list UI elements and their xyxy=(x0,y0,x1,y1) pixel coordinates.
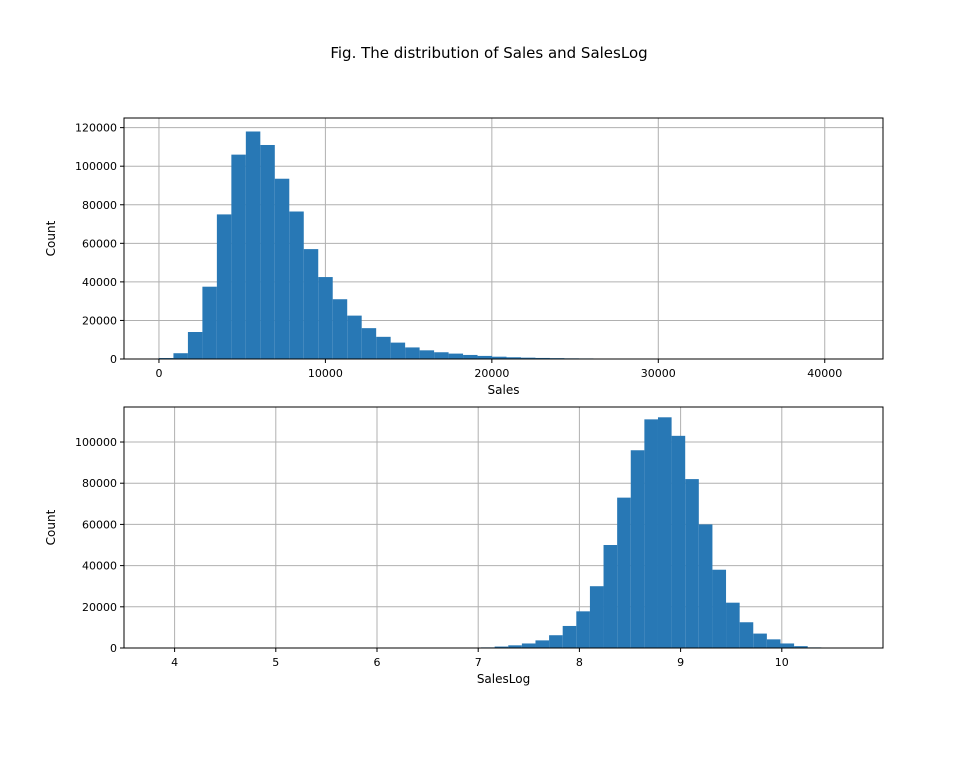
saleslog-bar xyxy=(535,640,550,648)
saleslog-bar xyxy=(562,625,577,648)
saleslog-y-tick-label: 40000 xyxy=(82,560,117,573)
sales-bar xyxy=(520,357,536,359)
sales-bar xyxy=(245,131,261,359)
sales-histogram: 0 10000 20000 30000 40000 0 20000 40000 60000 80… xyxy=(44,117,884,397)
sales-x-tick-label: 40000 xyxy=(807,367,842,380)
saleslog-bar xyxy=(549,635,563,648)
saleslog-histogram: 4 5 6 7 8 9 10 0 20000 40000 60000 80000 100000 Sal… xyxy=(44,406,884,686)
sales-bar xyxy=(260,144,275,359)
saleslog-bar xyxy=(698,524,713,648)
sales-y-ticks: 0 20000 40000 60000 80000 100000 120000 xyxy=(75,122,124,366)
sales-y-axis-label: Count xyxy=(44,220,58,256)
sales-x-tick-label: 30000 xyxy=(641,367,676,380)
sales-axes-frame xyxy=(123,117,884,360)
saleslog-bar xyxy=(753,633,767,648)
sales-bar xyxy=(405,347,420,359)
saleslog-bar xyxy=(494,646,509,648)
saleslog-x-tick-label: 6 xyxy=(374,656,381,669)
sales-x-tick-label: 20000 xyxy=(474,367,509,380)
figure-title: Fig. The distribution of Sales and Sales… xyxy=(330,44,648,62)
saleslog-bar xyxy=(726,602,740,648)
saleslog-y-ticks: 0 20000 40000 60000 80000 100000 xyxy=(75,436,124,655)
saleslog-y-tick-label: 100000 xyxy=(75,436,117,449)
saleslog-bar xyxy=(603,545,618,648)
sales-y-tick-label: 0 xyxy=(110,353,117,366)
saleslog-bar xyxy=(589,586,604,648)
saleslog-bar xyxy=(630,450,645,648)
sales-bars xyxy=(158,131,637,360)
sales-bar xyxy=(390,342,406,359)
sales-bar xyxy=(361,328,377,359)
sales-x-tick-label: 0 xyxy=(155,367,162,380)
sales-bar xyxy=(173,353,188,359)
saleslog-bar xyxy=(685,479,699,648)
sales-bar xyxy=(347,315,362,359)
sales-y-tick-label: 120000 xyxy=(75,122,117,135)
sales-bar xyxy=(289,211,304,359)
saleslog-x-tick-label: 4 xyxy=(171,656,178,669)
saleslog-bar xyxy=(521,643,536,648)
saleslog-bar xyxy=(739,622,754,648)
saleslog-bar xyxy=(671,435,686,648)
saleslog-x-tick-label: 5 xyxy=(272,656,279,669)
saleslog-bar xyxy=(780,643,795,648)
sales-bar xyxy=(231,154,246,359)
sales-bar xyxy=(202,286,217,359)
sales-bar xyxy=(274,178,290,359)
sales-bar xyxy=(448,353,464,359)
saleslog-y-tick-label: 60000 xyxy=(82,518,117,531)
sales-y-tick-label: 80000 xyxy=(82,199,117,212)
saleslog-bar xyxy=(794,646,808,648)
saleslog-bar xyxy=(617,497,631,648)
sales-bar xyxy=(463,354,478,359)
sales-bar xyxy=(477,355,493,359)
saleslog-bar xyxy=(657,417,672,648)
sales-bar xyxy=(187,332,203,359)
saleslog-y-tick-label: 0 xyxy=(110,642,117,655)
saleslog-axes-frame xyxy=(123,406,884,649)
sales-bar xyxy=(216,214,232,359)
sales-y-tick-label: 20000 xyxy=(82,314,117,327)
saleslog-x-axis-label: SalesLog xyxy=(477,672,530,686)
sales-x-ticks: 0 10000 20000 30000 40000 xyxy=(155,359,842,380)
saleslog-bar xyxy=(508,645,522,648)
sales-bar xyxy=(506,357,521,359)
saleslog-x-tick-label: 8 xyxy=(576,656,583,669)
saleslog-y-tick-label: 20000 xyxy=(82,601,117,614)
sales-bar xyxy=(332,299,348,359)
sales-y-tick-label: 40000 xyxy=(82,276,117,289)
saleslog-bar xyxy=(712,569,727,648)
sales-bar xyxy=(434,352,449,359)
sales-bar xyxy=(535,357,550,359)
saleslog-bar xyxy=(644,419,658,648)
sales-y-tick-label: 100000 xyxy=(75,160,117,173)
sales-bar xyxy=(376,336,391,359)
saleslog-y-axis-label: Count xyxy=(44,509,58,545)
sales-x-tick-label: 10000 xyxy=(308,367,343,380)
sales-bar xyxy=(318,277,333,359)
saleslog-bars xyxy=(481,417,822,648)
saleslog-x-tick-label: 9 xyxy=(677,656,684,669)
saleslog-x-tick-label: 7 xyxy=(475,656,482,669)
sales-bar xyxy=(492,356,507,359)
sales-x-axis-label: Sales xyxy=(488,383,520,397)
saleslog-x-ticks: 4 5 6 7 8 9 10 xyxy=(171,648,789,669)
sales-y-tick-label: 60000 xyxy=(82,237,117,250)
saleslog-bar xyxy=(766,639,781,648)
saleslog-gridlines xyxy=(124,407,883,649)
sales-bar xyxy=(419,350,435,359)
saleslog-x-tick-label: 10 xyxy=(775,656,789,669)
saleslog-bar xyxy=(576,611,590,648)
sales-bar xyxy=(303,249,319,359)
saleslog-y-tick-label: 80000 xyxy=(82,477,117,490)
